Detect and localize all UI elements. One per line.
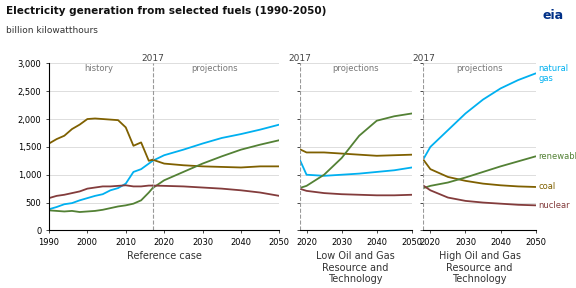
X-axis label: Low Oil and Gas
Resource and
Technology: Low Oil and Gas Resource and Technology: [316, 251, 395, 285]
Text: renewables: renewables: [539, 152, 576, 161]
Text: 2017: 2017: [141, 54, 164, 63]
Text: coal: coal: [539, 183, 556, 192]
Text: projections: projections: [332, 65, 379, 73]
Text: nuclear: nuclear: [539, 201, 570, 210]
X-axis label: High Oil and Gas
Resource and
Technology: High Oil and Gas Resource and Technology: [438, 251, 521, 285]
Text: eia: eia: [543, 9, 563, 22]
Text: billion kilowatthours: billion kilowatthours: [6, 26, 98, 35]
Text: history: history: [84, 65, 113, 73]
Text: projections: projections: [191, 65, 237, 73]
Text: Electricity generation from selected fuels (1990-2050): Electricity generation from selected fue…: [6, 6, 326, 16]
Text: 2017: 2017: [412, 54, 435, 63]
Text: 2017: 2017: [288, 54, 311, 63]
X-axis label: Reference case: Reference case: [127, 251, 202, 261]
Text: natural
gas: natural gas: [539, 64, 569, 83]
Text: projections: projections: [456, 65, 503, 73]
